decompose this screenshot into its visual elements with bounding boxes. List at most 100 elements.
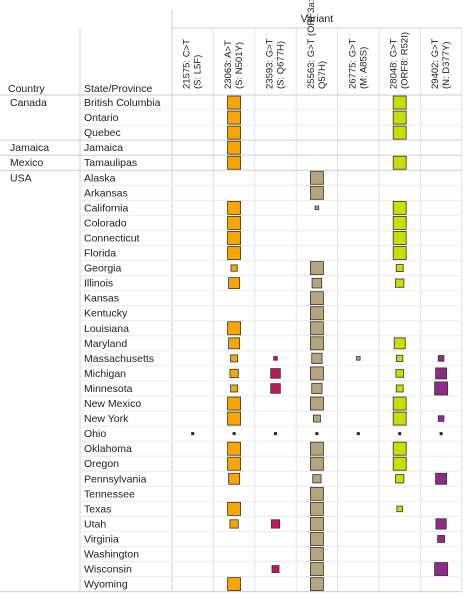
heatmap-cell-mark (392, 246, 407, 260)
heatmap-cell-mark (227, 396, 242, 411)
heatmap-cell-mark (309, 291, 324, 306)
state-label: Alaska (84, 172, 116, 184)
heatmap-cell-mark (392, 231, 407, 245)
heatmap-cell-mark (227, 456, 242, 471)
heatmap-cell-mark (227, 246, 242, 260)
state-label: Minnesota (84, 383, 133, 395)
heatmap-cell-mark (393, 337, 406, 350)
heatmap-cell-mark (311, 382, 323, 395)
heatmap-marks (191, 95, 449, 592)
variant-header-line2: (S: L5F) (193, 55, 204, 89)
heatmap-cell-mark (230, 384, 239, 393)
heatmap-cell-mark (435, 518, 447, 530)
state-label: Massachusetts (84, 353, 154, 365)
country-label: Mexico (10, 157, 43, 169)
heatmap-cell-mark (437, 355, 445, 362)
country-label: Canada (10, 97, 47, 109)
state-label: Wisconsin (84, 564, 132, 576)
variant-header-line2: (ORF8: R52I) (400, 32, 411, 89)
row-labels: Canada British Columbia Ontario Quebec Jamai… (10, 97, 161, 591)
state-label: British Columbia (84, 97, 161, 109)
heatmap-cell-mark (309, 517, 324, 531)
heatmap-cell-mark (392, 95, 407, 110)
variant-header-line1: 29402: G>T (430, 38, 441, 89)
heatmap-cell-mark (227, 216, 242, 230)
heatmap-cell-mark (309, 532, 324, 546)
state-label: New York (84, 413, 129, 425)
heatmap-cell-mark (228, 337, 241, 350)
state-label: Maryland (84, 338, 127, 350)
heatmap-cell-mark (434, 381, 449, 396)
heatmap-cell-mark (227, 501, 242, 516)
state-label: Arkansas (84, 187, 128, 199)
variant-header-line1: 23593: G>T (265, 38, 276, 89)
state-label: New Mexico (84, 398, 141, 410)
heatmap-cell-mark (228, 277, 241, 290)
state-column-header: State/Province (84, 83, 152, 95)
heatmap-cell-mark (309, 486, 324, 501)
heatmap-cell-mark (232, 432, 236, 436)
heatmap-cell-mark (227, 577, 242, 592)
state-label: Texas (84, 503, 111, 515)
state-label: Wyoming (84, 579, 128, 591)
heatmap-cell-mark (228, 472, 241, 485)
heatmap-cell-mark (398, 432, 402, 436)
state-label: Kansas (84, 293, 119, 305)
heatmap-cell-mark (435, 367, 448, 380)
state-label: Louisiana (84, 323, 129, 335)
heatmap-cell-mark (230, 264, 238, 272)
state-label: Quebec (84, 127, 121, 139)
state-label: Oklahoma (84, 443, 132, 455)
state-label: Virginia (84, 533, 119, 545)
heatmap-cell-mark (309, 170, 324, 185)
heatmap-cell-mark (227, 441, 242, 456)
heatmap-cell-mark (309, 456, 324, 471)
state-label: Ohio (84, 428, 106, 440)
heatmap-cell-mark (227, 321, 242, 336)
heatmap-cell-mark (270, 383, 281, 394)
heatmap-cell-mark (227, 200, 242, 215)
heatmap-cell-mark (392, 155, 407, 170)
heatmap-cell-mark (311, 352, 323, 364)
heatmap-cell-mark (270, 519, 281, 529)
heatmap-cell-mark (392, 396, 407, 411)
heatmap-cell-mark (437, 415, 445, 422)
heatmap-cell-mark (309, 441, 324, 456)
variant-header-line1: 23063: A>T (223, 40, 234, 89)
state-label: Jamaica (84, 142, 123, 154)
heatmap-cell-mark (227, 95, 242, 110)
state-label: Utah (84, 518, 106, 530)
heatmap-cell-mark (314, 205, 320, 211)
state-label: California (84, 202, 129, 214)
heatmap-cell-mark (227, 155, 242, 170)
heatmap-cell-mark (270, 368, 281, 379)
state-label: Georgia (84, 263, 122, 275)
grid-lines (0, 9, 463, 593)
heatmap-cell-mark (395, 264, 404, 272)
heatmap-cell-mark (395, 474, 405, 484)
heatmap-cell-mark (315, 432, 319, 436)
heatmap-cell-mark (227, 411, 242, 426)
heatmap-cell-mark (227, 231, 242, 245)
column-headers: Variant Country State/Province 21575: C>… (8, 0, 452, 95)
heatmap-cell-mark (309, 306, 324, 321)
heatmap-cell-mark (311, 277, 323, 289)
state-label: Washington (84, 549, 139, 561)
variant-header-line2: (N: D377Y) (441, 41, 452, 89)
state-label: Florida (84, 248, 116, 260)
heatmap-cell-mark (434, 562, 449, 576)
state-label: Oregon (84, 458, 119, 470)
heatmap-cell-mark (271, 565, 280, 573)
heatmap-cell-mark (356, 432, 360, 436)
heatmap-cell-mark (227, 125, 242, 140)
heatmap-cell-mark (309, 261, 324, 275)
heatmap-cell-mark (392, 216, 407, 230)
state-label: Michigan (84, 368, 126, 380)
heatmap-cell-mark (309, 577, 324, 592)
heatmap-cell-mark (273, 356, 278, 361)
state-label: Ontario (84, 112, 119, 124)
heatmap-cell-mark (309, 547, 324, 561)
heatmap-cell-mark (309, 185, 324, 200)
heatmap-cell-mark (392, 110, 407, 125)
variant-header-line2: (M: A85S) (358, 47, 369, 89)
